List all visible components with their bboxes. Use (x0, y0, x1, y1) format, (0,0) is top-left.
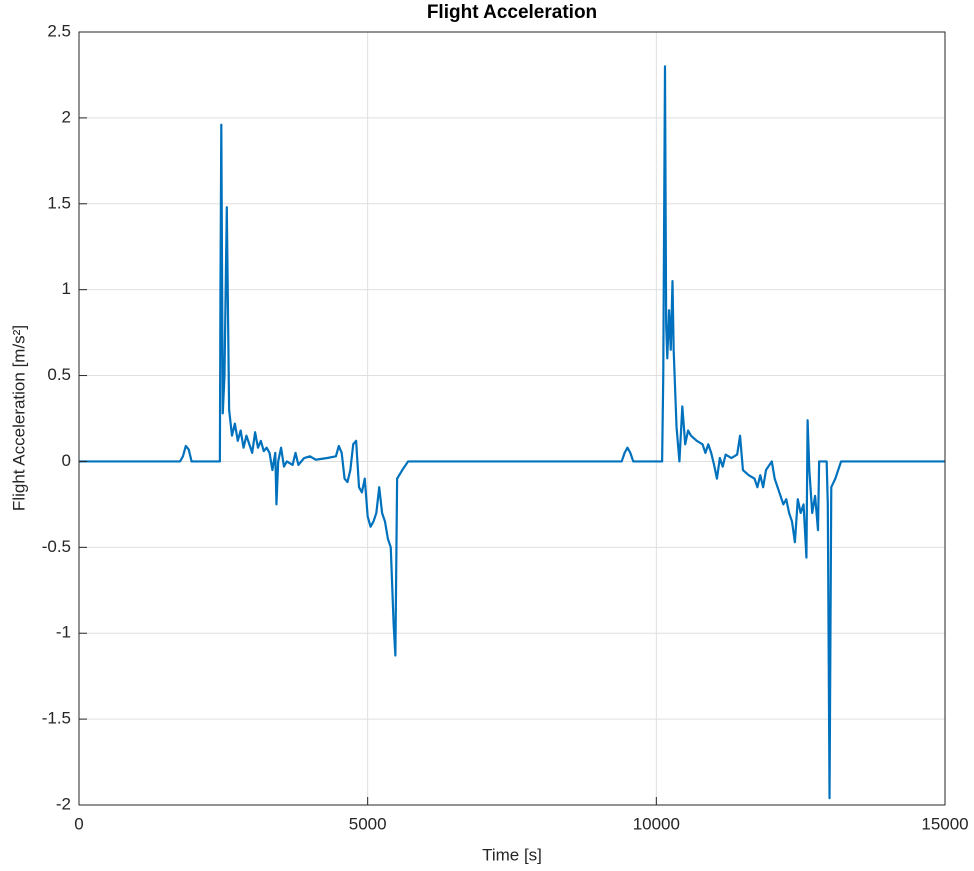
y-tick-label: 2 (62, 107, 71, 126)
y-tick-label: 0 (62, 451, 71, 470)
x-axis-label: Time [s] (482, 845, 542, 864)
lines (79, 65, 945, 800)
y-tick-label: -2 (56, 794, 71, 813)
axes-box (78, 31, 946, 806)
x-tick-label: 15000 (921, 814, 968, 833)
y-tick-label: 1.5 (47, 193, 71, 212)
x-tick-label: 5000 (349, 814, 387, 833)
data-line (79, 65, 945, 800)
y-tick-label: 2.5 (47, 21, 71, 40)
y-tick-label: -0.5 (42, 537, 71, 556)
y-tick-label: 0.5 (47, 365, 71, 384)
y-tick-label: -1 (56, 623, 71, 642)
y-tick-label: 1 (62, 279, 71, 298)
chart-title: Flight Acceleration (427, 2, 597, 23)
plot-area (79, 32, 945, 805)
x-tick-label: 0 (74, 814, 83, 833)
y-tick-label: -1.5 (42, 709, 71, 728)
x-tick-label: 10000 (633, 814, 680, 833)
y-axis-label: Flight Acceleration [m/s²] (9, 325, 28, 511)
